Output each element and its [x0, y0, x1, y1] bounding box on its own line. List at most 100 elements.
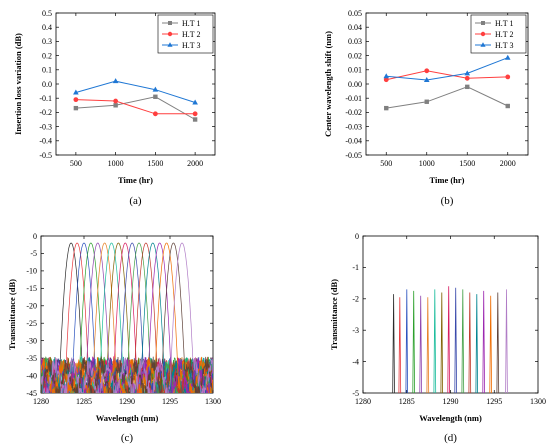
- y-axis-label: Transmittance (dB): [7, 279, 17, 350]
- x-tick-label: 500: [70, 159, 82, 168]
- data-point: [192, 117, 198, 122]
- data-point: [424, 68, 430, 74]
- x-tick-label: 1295: [486, 397, 502, 406]
- y-tick-label: 0: [355, 232, 359, 241]
- series-line-2: [75, 99, 196, 115]
- x-tick-label: 1500: [459, 159, 475, 168]
- x-tick-label: 1000: [419, 159, 435, 168]
- y-tick-label: -45: [26, 389, 37, 398]
- panel-caption: (b): [441, 195, 454, 207]
- plot-frame: [362, 235, 539, 394]
- channel-peak: [398, 297, 402, 393]
- panel-caption: (c): [121, 432, 134, 444]
- y-tick-label: -0.3: [39, 122, 52, 131]
- channel-spectrum: [41, 242, 213, 393]
- legend-label: H.T 3: [495, 41, 514, 50]
- x-tick-label: 1290: [443, 397, 459, 406]
- y-tick-label: 0.2: [42, 51, 52, 60]
- channel-peak: [440, 292, 443, 393]
- channel-peak: [505, 289, 508, 393]
- data-point: [113, 98, 119, 104]
- data-point: [464, 70, 471, 76]
- series-line-3: [75, 80, 196, 103]
- legend: H.T 1 H.T 2 H.T 3: [157, 14, 214, 54]
- y-tick-label: 0.3: [42, 37, 52, 46]
- x-tick-label: 1280: [355, 397, 371, 406]
- plot-area: [392, 286, 508, 393]
- legend-marker: [480, 31, 486, 37]
- data-point: [384, 105, 389, 111]
- series-line-1: [75, 96, 196, 120]
- series-line-1: [386, 86, 509, 109]
- y-tick-label: 0.03: [348, 37, 362, 46]
- panel-a: -0.5 -0.4 -0.3 -0.2 -0.1 0.0 0.1 0.2 0.3 0.4 0.5 50…: [13, 9, 216, 207]
- x-axis-label: Time (hr): [429, 175, 464, 185]
- y-tick-label: -5: [352, 389, 359, 398]
- channel-peak: [468, 292, 472, 393]
- x-tick-label: 500: [380, 159, 392, 168]
- channel-peak: [412, 290, 415, 393]
- plot-area: [73, 78, 198, 122]
- x-axis-label: Wavelength (nm): [419, 413, 482, 423]
- x-tick-label: 2000: [187, 159, 203, 168]
- y-tick-label: 0.4: [42, 23, 52, 32]
- channel-peak: [461, 289, 465, 393]
- y-tick-label: 0.5: [42, 9, 52, 18]
- data-point: [73, 97, 79, 103]
- y-tick-label: 0.04: [348, 23, 362, 32]
- data-point: [383, 77, 389, 83]
- data-point: [424, 99, 429, 104]
- channel-peak: [426, 297, 430, 393]
- y-tick-label: -0.1: [39, 94, 52, 103]
- channel-peak: [482, 290, 485, 393]
- y-tick-label: 0.00: [348, 80, 362, 89]
- y-axis-label: Insertion loss variation (dB): [13, 33, 23, 135]
- channel-peak: [405, 289, 408, 393]
- x-tick-label: 1280: [33, 397, 49, 406]
- x-axis-label: Wavelength (nm): [96, 413, 159, 423]
- plot-area: [41, 242, 213, 393]
- channel-peak: [496, 292, 500, 393]
- data-point: [505, 74, 511, 80]
- y-tick-label: -0.01: [345, 94, 362, 103]
- y-axis-label: Transmittance (dB): [329, 279, 339, 350]
- panel-d: -5 -4 -3 -2 -1 0 1280 1285 1290 1295 1300 Wavelengt…: [329, 232, 546, 444]
- legend-label: H.T 3: [182, 41, 201, 50]
- y-tick-label: 0.1: [42, 66, 52, 75]
- data-point: [504, 54, 511, 60]
- legend-label: H.T 1: [495, 19, 514, 28]
- y-tick-label: 0.0: [42, 80, 52, 89]
- y-tick-label: -10: [26, 267, 37, 276]
- legend-label: H.T 2: [495, 30, 514, 39]
- data-point: [465, 84, 470, 90]
- data-point: [505, 103, 510, 109]
- legend-marker: [481, 21, 485, 25]
- legend-marker: [168, 21, 172, 25]
- y-tick-label: 0: [33, 232, 37, 241]
- legend-marker: [167, 42, 173, 47]
- legend-marker: [167, 31, 173, 37]
- y-tick-label: -4: [352, 357, 359, 366]
- panel-caption: (d): [444, 432, 457, 444]
- y-tick-label: -40: [26, 371, 37, 380]
- channel-peak: [475, 294, 478, 393]
- x-tick-label: 1300: [530, 397, 546, 406]
- x-tick-label: 1285: [76, 397, 92, 406]
- channel-peak: [433, 289, 437, 393]
- x-tick-label: 1285: [399, 397, 415, 406]
- x-tick-label: 1300: [205, 397, 221, 406]
- y-tick-label: -0.03: [345, 122, 362, 131]
- y-tick-label: -3: [352, 326, 359, 335]
- data-point: [152, 111, 158, 117]
- y-tick-label: -20: [26, 302, 37, 311]
- legend-marker: [480, 42, 486, 47]
- x-tick-label: 1295: [162, 397, 178, 406]
- series-line-3: [386, 57, 508, 81]
- data-point: [112, 78, 119, 84]
- y-tick-label: -2: [352, 295, 359, 304]
- data-point: [192, 111, 198, 117]
- data-point: [73, 105, 79, 111]
- data-point: [113, 103, 118, 108]
- channel-peak: [447, 286, 450, 393]
- data-point: [464, 75, 470, 81]
